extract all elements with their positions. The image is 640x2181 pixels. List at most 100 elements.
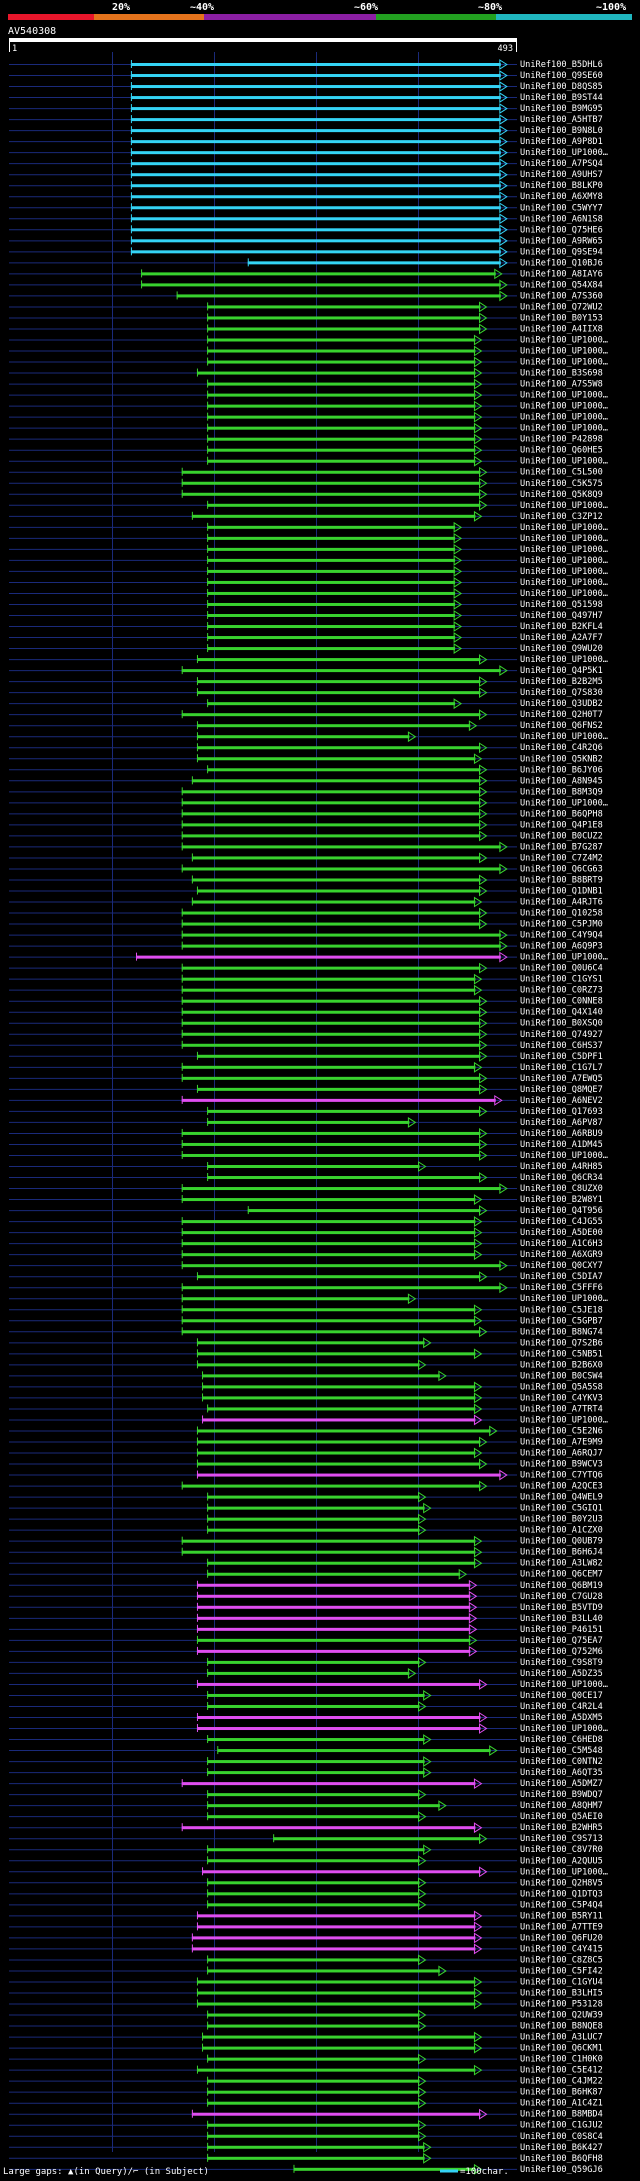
hit-row[interactable]: UniRef100_B6HK87 (9, 2086, 603, 2098)
hit-label[interactable]: UniRef100_C8UZX0 (520, 1184, 603, 1194)
hit-bar[interactable] (191, 1936, 476, 1940)
hit-row[interactable]: UniRef100_Q6CG63 (9, 863, 603, 874)
hit-bar[interactable] (130, 151, 501, 155)
hit-row[interactable]: UniRef100_C3ZP12 (9, 510, 603, 522)
hit-label[interactable]: UniRef100_B6JY06 (520, 765, 603, 775)
hit-bar[interactable] (196, 1616, 471, 1620)
hit-bar[interactable] (130, 206, 501, 210)
hit-label[interactable]: UniRef100_Q4T956 (520, 1206, 603, 1216)
hit-label[interactable]: UniRef100_Q2UW39 (520, 2011, 603, 2021)
hit-row[interactable]: UniRef100_A5DE00 (9, 1227, 603, 1238)
hit-label[interactable]: UniRef100_A4RH85 (520, 1162, 603, 1172)
hit-label[interactable]: UniRef100_C5P4Q4 (520, 1900, 603, 1910)
hit-bar[interactable] (207, 702, 456, 706)
hit-label[interactable]: UniRef100_A8IAY6 (520, 269, 603, 279)
hit-bar[interactable] (191, 2112, 481, 2116)
hit-row[interactable]: UniRef100_Q6CR34 (9, 1172, 603, 1183)
hit-label[interactable]: UniRef100_C6HS37 (520, 1041, 603, 1051)
hit-row[interactable]: UniRef100_A6XMY8 (9, 191, 603, 202)
hit-row[interactable]: UniRef100_A3LUC7 (9, 2031, 603, 2043)
hit-bar[interactable] (130, 118, 501, 122)
hit-row[interactable]: UniRef100_A7EWQ5 (9, 1072, 603, 1084)
hit-row[interactable]: UniRef100_UP1000… (9, 951, 608, 963)
hit-row[interactable]: UniRef100_C4JM22 (9, 2075, 603, 2087)
hit-bar[interactable] (181, 911, 481, 915)
hit-label[interactable]: UniRef100_Q4X140 (520, 1008, 603, 1018)
hit-bar[interactable] (207, 547, 456, 551)
hit-label[interactable]: UniRef100_A2QCE3 (520, 1482, 603, 1492)
hit-row[interactable]: UniRef100_C5GIQ1 (9, 1502, 603, 1514)
hit-row[interactable]: UniRef100_B2WHR5 (9, 1822, 603, 1833)
hit-row[interactable]: UniRef100_B9WDQ7 (9, 1789, 603, 1800)
hit-label[interactable]: UniRef100_Q6CG63 (520, 864, 603, 874)
hit-label[interactable]: UniRef100_Q7S2B6 (520, 1338, 603, 1348)
hit-label[interactable]: UniRef100_B9MG95 (520, 104, 603, 114)
hit-label[interactable]: UniRef100_B8NQE8 (520, 2022, 603, 2032)
hit-bar[interactable] (196, 889, 481, 893)
hit-bar[interactable] (202, 1418, 476, 1422)
hit-row[interactable]: UniRef100_B8MBD4 (9, 2108, 603, 2120)
hit-label[interactable]: UniRef100_Q3UDB2 (520, 699, 603, 709)
hit-row[interactable]: UniRef100_B0Y153 (9, 312, 603, 323)
hit-label[interactable]: UniRef100_B2KFL4 (520, 622, 603, 632)
hit-row[interactable]: UniRef100_Q60HE5 (9, 444, 603, 456)
hit-label[interactable]: UniRef100_A8QHM7 (520, 1801, 603, 1811)
hit-row[interactable]: UniRef100_UP1000… (9, 1414, 608, 1425)
hit-label[interactable]: UniRef100_B6K427 (520, 2143, 603, 2153)
hit-bar[interactable] (207, 2145, 425, 2149)
hit-bar[interactable] (181, 988, 476, 992)
hit-label[interactable]: UniRef100_Q74927 (520, 1030, 603, 1040)
hit-row[interactable]: UniRef100_UP1000… (9, 455, 608, 467)
hit-label[interactable]: UniRef100_Q497H7 (520, 611, 603, 621)
hit-bar[interactable] (207, 602, 456, 606)
hit-label[interactable]: UniRef100_C9S713 (520, 1834, 603, 1844)
hit-bar[interactable] (181, 1264, 501, 1268)
hit-row[interactable]: UniRef100_B9WCV3 (9, 1458, 603, 1470)
hit-row[interactable]: UniRef100_C0S8C4 (9, 2130, 603, 2142)
hit-label[interactable]: UniRef100_A1C4Z1 (520, 2099, 603, 2109)
hit-bar[interactable] (196, 1275, 481, 1279)
hit-label[interactable]: UniRef100_Q6BM19 (520, 1581, 603, 1591)
hit-bar[interactable] (207, 393, 476, 397)
hit-label[interactable]: UniRef100_C4R2Q6 (520, 743, 603, 753)
hit-label[interactable]: UniRef100_Q10BJ6 (520, 258, 603, 268)
hit-row[interactable]: UniRef100_C4R2Q6 (9, 742, 603, 753)
hit-row[interactable]: UniRef100_A9UHS7 (9, 169, 603, 180)
hit-label[interactable]: UniRef100_C5JE18 (520, 1305, 603, 1315)
hit-bar[interactable] (196, 1594, 471, 1598)
hit-row[interactable]: UniRef100_Q4P1E8 (9, 819, 603, 830)
hit-label[interactable]: UniRef100_Q4P1E8 (520, 820, 603, 830)
hit-bar[interactable] (207, 1804, 440, 1808)
hit-row[interactable]: UniRef100_A7S360 (9, 290, 603, 301)
hit-row[interactable]: UniRef100_Q752M6 (9, 1645, 603, 1657)
hit-label[interactable]: UniRef100_A6Q9P3 (520, 942, 603, 952)
hit-row[interactable]: UniRef100_B5VTD9 (9, 1601, 603, 1613)
hit-row[interactable]: UniRef100_Q0U6C4 (9, 962, 603, 974)
hit-bar[interactable] (181, 823, 481, 827)
hit-bar[interactable] (207, 1693, 425, 1697)
hit-label[interactable]: UniRef100_A7TRT4 (520, 1404, 603, 1414)
hit-bar[interactable] (196, 1429, 491, 1433)
hit-row[interactable]: UniRef100_UP1000… (9, 356, 608, 368)
hit-label[interactable]: UniRef100_A6RQJ7 (520, 1449, 603, 1459)
hit-row[interactable]: UniRef100_C7YTQ6 (9, 1469, 603, 1481)
hit-bar[interactable] (207, 1815, 420, 1819)
hit-bar[interactable] (181, 1142, 481, 1146)
hit-bar[interactable] (181, 1539, 476, 1543)
hit-row[interactable]: UniRef100_Q5AEI0 (9, 1811, 603, 1822)
hit-label[interactable]: UniRef100_B2WHR5 (520, 1823, 603, 1833)
hit-bar[interactable] (207, 1760, 425, 1764)
hit-row[interactable]: UniRef100_C1GJU2 (9, 2119, 603, 2131)
hit-row[interactable]: UniRef100_C5NB51 (9, 1348, 603, 1359)
hit-bar[interactable] (207, 2134, 420, 2138)
hit-label[interactable]: UniRef100_A6QT35 (520, 1768, 603, 1778)
hit-label[interactable]: UniRef100_Q9SE60 (520, 71, 603, 81)
hit-bar[interactable] (196, 1716, 481, 1719)
hit-bar[interactable] (247, 261, 501, 265)
hit-bar[interactable] (130, 74, 501, 78)
hit-label[interactable]: UniRef100_A6RBU9 (520, 1129, 603, 1139)
hit-bar[interactable] (207, 360, 476, 364)
hit-bar[interactable] (207, 2090, 420, 2094)
hit-label[interactable]: UniRef100_UP1000… (520, 402, 608, 412)
hit-row[interactable]: UniRef100_Q7S830 (9, 687, 603, 698)
